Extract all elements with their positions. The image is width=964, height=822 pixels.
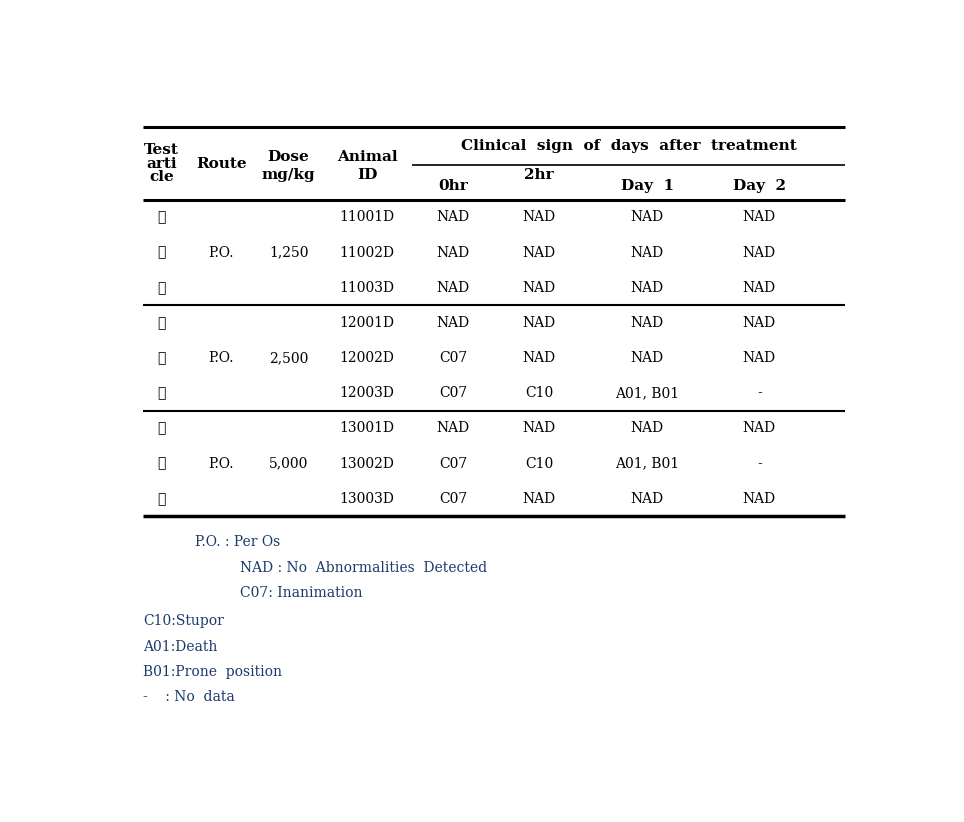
Text: 술: 술	[157, 422, 166, 436]
Text: 츠: 츠	[157, 316, 166, 330]
Text: C07: C07	[439, 386, 468, 400]
Text: 13003D: 13003D	[339, 492, 394, 506]
Text: NAD: NAD	[630, 246, 664, 260]
Text: NAD: NAD	[522, 422, 555, 436]
Text: A01, B01: A01, B01	[615, 457, 680, 471]
Text: 로: 로	[157, 281, 166, 295]
Text: NAD: NAD	[522, 351, 555, 365]
Text: 11002D: 11002D	[339, 246, 394, 260]
Text: -: -	[757, 457, 762, 471]
Text: NAD: NAD	[742, 246, 776, 260]
Text: NAD: NAD	[437, 246, 469, 260]
Text: NAD: NAD	[630, 281, 664, 295]
Text: 0hr: 0hr	[438, 178, 468, 192]
Text: C07: C07	[439, 457, 468, 471]
Text: 13001D: 13001D	[339, 422, 394, 436]
Text: NAD: NAD	[742, 492, 776, 506]
Text: NAD: NAD	[522, 492, 555, 506]
Text: 다: 다	[157, 492, 166, 506]
Text: NAD: NAD	[630, 492, 664, 506]
Text: NAD: NAD	[437, 281, 469, 295]
Text: NAD : No  Abnormalities  Detected: NAD : No Abnormalities Detected	[240, 561, 487, 575]
Text: NAD: NAD	[630, 316, 664, 330]
Text: NAD: NAD	[742, 281, 776, 295]
Text: Route: Route	[196, 156, 247, 170]
Text: A01, B01: A01, B01	[615, 386, 680, 400]
Text: C07: C07	[439, 351, 468, 365]
Text: NAD: NAD	[522, 246, 555, 260]
Text: Day  1: Day 1	[621, 178, 674, 192]
Text: P.O.: P.O.	[208, 351, 234, 365]
Text: Dose: Dose	[268, 150, 309, 164]
Text: 5,000: 5,000	[269, 457, 308, 471]
Text: NAD: NAD	[522, 316, 555, 330]
Text: -    : No  data: - : No data	[143, 690, 234, 704]
Text: Test: Test	[145, 142, 179, 157]
Text: 11003D: 11003D	[339, 281, 394, 295]
Text: -: -	[757, 386, 762, 400]
Text: P.O.: P.O.	[208, 246, 234, 260]
Text: C10: C10	[524, 386, 553, 400]
Text: NAD: NAD	[522, 210, 555, 224]
Text: 포: 포	[157, 210, 166, 224]
Text: NAD: NAD	[437, 422, 469, 436]
Text: NAD: NAD	[742, 210, 776, 224]
Text: P.O.: P.O.	[208, 457, 234, 471]
Text: arti: arti	[147, 156, 177, 170]
Text: 리: 리	[157, 351, 166, 365]
Text: NAD: NAD	[522, 281, 555, 295]
Text: Clinical  sign  of  days  after  treatment: Clinical sign of days after treatment	[461, 139, 796, 153]
Text: 13002D: 13002D	[339, 457, 394, 471]
Text: NAD: NAD	[437, 210, 469, 224]
Text: B01:Prone  position: B01:Prone position	[143, 665, 281, 679]
Text: 12001D: 12001D	[339, 316, 394, 330]
Text: C10: C10	[524, 457, 553, 471]
Text: ID: ID	[357, 168, 377, 182]
Text: NAD: NAD	[437, 316, 469, 330]
Text: C07: Inanimation: C07: Inanimation	[240, 586, 362, 600]
Text: A01:Death: A01:Death	[143, 640, 217, 653]
Text: mg/kg: mg/kg	[262, 168, 315, 182]
Text: cle: cle	[149, 170, 174, 184]
Text: NAD: NAD	[630, 351, 664, 365]
Text: Animal: Animal	[336, 150, 397, 164]
Text: C07: C07	[439, 492, 468, 506]
Text: NAD: NAD	[630, 422, 664, 436]
Text: 1,250: 1,250	[269, 246, 308, 260]
Text: 을: 을	[157, 246, 166, 260]
Text: 2,500: 2,500	[269, 351, 308, 365]
Text: Day  2: Day 2	[733, 178, 786, 192]
Text: 온: 온	[157, 386, 166, 400]
Text: C10:Stupor: C10:Stupor	[143, 615, 224, 629]
Text: NAD: NAD	[742, 351, 776, 365]
Text: 12003D: 12003D	[339, 386, 394, 400]
Text: P.O. : Per Os: P.O. : Per Os	[195, 535, 281, 549]
Text: 11001D: 11001D	[339, 210, 394, 224]
Text: 2hr: 2hr	[524, 168, 553, 182]
Text: NAD: NAD	[742, 422, 776, 436]
Text: 꽃: 꽃	[157, 457, 166, 471]
Text: NAD: NAD	[630, 210, 664, 224]
Text: 12002D: 12002D	[339, 351, 394, 365]
Text: NAD: NAD	[742, 316, 776, 330]
